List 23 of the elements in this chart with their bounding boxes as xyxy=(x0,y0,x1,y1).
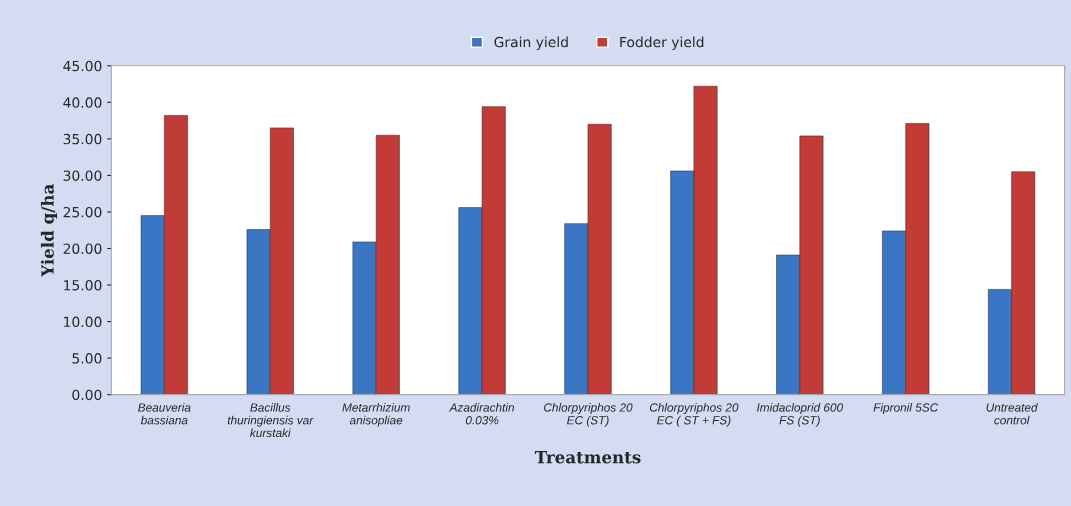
x-tick-label: Metarrhizium anisopliae xyxy=(342,403,410,427)
x-axis-title: Treatments xyxy=(534,451,641,464)
y-tick-label: 15.00 xyxy=(64,280,102,291)
x-tick-label: Chlorpyriphos 20 EC ( ST + FS) xyxy=(649,403,739,427)
y-tick-label: 20.00 xyxy=(63,243,102,254)
legend-label: Fodder yield xyxy=(620,36,704,50)
y-tick-label: 30.00 xyxy=(63,170,102,181)
x-tick-label: Chlorpyriphos 20 EC (ST) xyxy=(544,403,633,427)
y-axis-title: Yield q/ha xyxy=(40,184,58,277)
y-tick-label: 40.00 xyxy=(63,97,102,108)
legend-label: Grain yield xyxy=(494,36,568,50)
y-tick-label: 5.00 xyxy=(72,353,102,364)
y-tick-label: 35.00 xyxy=(63,133,102,145)
x-tick-label: Beauveria bassiana xyxy=(138,403,191,425)
x-tick-label: Imidacloprid 600 FS (ST) xyxy=(756,403,844,427)
y-tick-label: 10.00 xyxy=(64,316,102,328)
x-tick-label: Azadirachtin 0.03% xyxy=(449,403,515,425)
x-tick-label: Untreated control xyxy=(986,403,1038,425)
y-tick-label: 25.00 xyxy=(63,206,102,218)
y-tick-label: 45.00 xyxy=(63,60,102,72)
x-tick-label: Bacillus thuringiensis var kurstaki xyxy=(227,403,314,438)
y-tick-label: 0.00 xyxy=(72,389,102,401)
x-tick-label: Fipronil 5SC xyxy=(873,403,939,415)
